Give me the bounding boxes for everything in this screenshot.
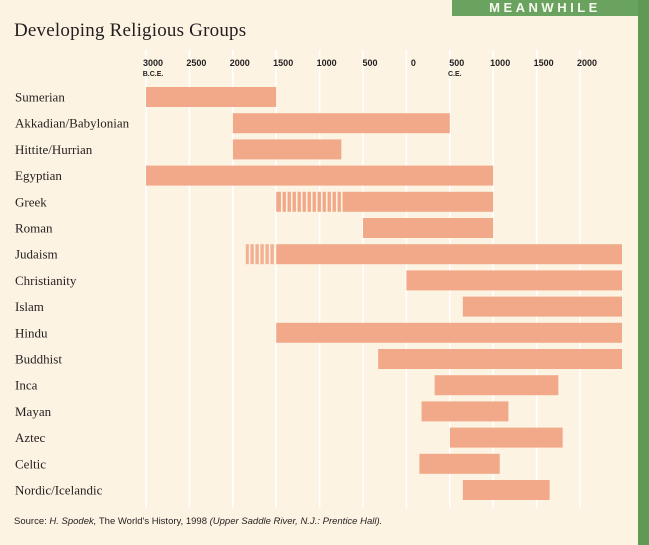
category-label: Christianity (15, 273, 77, 288)
bar (232, 139, 342, 160)
category-label: Buddhist (15, 352, 62, 367)
bar-hatch (273, 243, 276, 265)
tick-label: 1500 (273, 58, 293, 68)
bar-hatch (335, 191, 338, 213)
bar-hatch (280, 191, 283, 213)
category-label: Aztec (15, 430, 46, 445)
tick-label: 3000 (143, 58, 163, 68)
bar-hatch (310, 191, 313, 213)
tick-label: 2500 (186, 58, 206, 68)
tick-label: 500 (449, 58, 464, 68)
tick-label: 2000 (577, 58, 597, 68)
chart-title: Developing Religious Groups (14, 20, 247, 41)
tick-label: 1000 (317, 58, 337, 68)
bar (363, 218, 494, 238)
tick-label: 1500 (534, 58, 554, 68)
bar-hatch (258, 243, 261, 265)
bar (434, 375, 559, 396)
tick-label: 1000 (490, 58, 510, 68)
bar (146, 165, 494, 186)
source-publisher: (Upper Saddle River, N.J.: Prentice Hall… (209, 516, 383, 527)
era-label-bce: B.C.E. (143, 71, 164, 78)
bar-hatch (305, 191, 308, 213)
bar (419, 453, 500, 474)
source-work: The World's History, 1998 (98, 516, 207, 527)
bar-hatch (263, 243, 266, 265)
category-label: Akkadian/Babylonian (15, 116, 130, 131)
page-edge-strip (638, 0, 649, 545)
bar (146, 87, 277, 107)
category-label: Nordic/Icelandic (15, 483, 103, 498)
bars (146, 87, 622, 500)
bar (276, 191, 494, 212)
bar-hatch (290, 191, 293, 213)
bar (276, 244, 622, 265)
bar (462, 296, 622, 317)
bar-hatch (300, 191, 303, 213)
x-axis-ticks: 3000 B.C.E. 2500 2000 1500 1000 500 0 500 C.E. 100… (143, 58, 597, 78)
bar-hatch (330, 191, 333, 213)
bar (449, 427, 563, 448)
bar-hatch (268, 243, 271, 265)
bar (406, 270, 622, 291)
bar (232, 113, 450, 134)
bar-hatch (325, 191, 328, 213)
bar-hatch (248, 243, 251, 265)
category-label: Mayan (15, 404, 52, 419)
category-label: Hindu (15, 325, 48, 340)
bar-hatch (320, 191, 323, 213)
category-label: Sumerian (15, 90, 65, 105)
bar (378, 349, 622, 369)
category-label: Greek (15, 194, 47, 209)
category-label: Egyptian (15, 168, 62, 183)
category-label: Inca (15, 378, 38, 393)
bar-hatch (295, 191, 298, 213)
tick-label: 2000 (230, 58, 250, 68)
bar (421, 401, 509, 422)
tick-label: 500 (362, 58, 377, 68)
category-label: Celtic (15, 456, 46, 471)
bar (462, 480, 550, 500)
source-prefix: Source: (14, 516, 47, 527)
bar-hatch (285, 191, 288, 213)
source-note: Source: H. Spodek, The World's History, … (14, 516, 382, 527)
bar (276, 322, 622, 343)
bar-hatch (315, 191, 318, 213)
category-label: Hittite/Hurrian (15, 142, 93, 157)
section-banner: MEANWHILE (452, 0, 638, 16)
category-label: Roman (15, 221, 53, 236)
bar-uncertain (245, 244, 276, 265)
tick-label: 0 (411, 58, 416, 68)
category-labels: Sumerian Akkadian/Babylonian Hittite/Hurri… (15, 90, 130, 498)
bar-hatch (253, 243, 256, 265)
timeline-chart: 3000 B.C.E. 2500 2000 1500 1000 500 0 500 C.E. 100… (15, 50, 622, 508)
era-label-ce: C.E. (448, 71, 462, 78)
category-label: Islam (15, 299, 44, 314)
bar-hatch (340, 191, 343, 213)
category-label: Judaism (15, 247, 58, 262)
source-author: H. Spodek, (49, 516, 97, 527)
